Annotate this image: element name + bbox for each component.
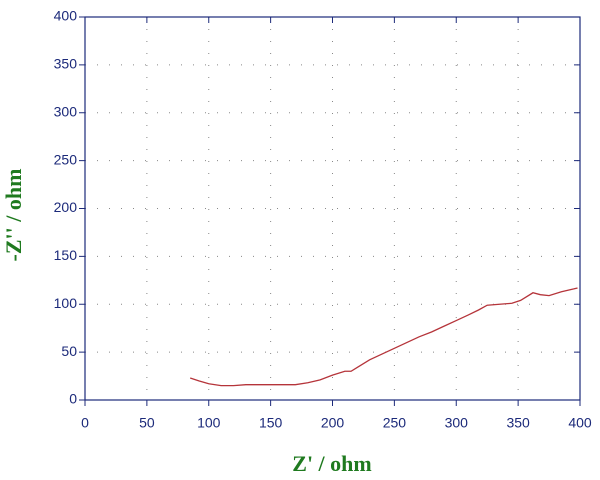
y-tick-label: 150 — [54, 247, 78, 263]
data-line — [189, 287, 578, 387]
y-tick-label: 400 — [54, 8, 78, 24]
plot-frame — [84, 16, 581, 401]
x-tick-label: 300 — [445, 415, 469, 431]
y-axis-title: -Z'' / ohm — [1, 169, 26, 262]
x-tick-label: 350 — [506, 415, 530, 431]
y-tick-label: 50 — [61, 343, 77, 359]
x-tick-label: 150 — [259, 415, 283, 431]
y-tick-label: 200 — [54, 199, 78, 215]
x-axis-title: Z' / ohm — [292, 451, 371, 476]
x-tick-label: 0 — [81, 415, 89, 431]
x-tick-label: 400 — [568, 415, 592, 431]
y-tick-label: 100 — [54, 295, 78, 311]
y-tick-label: 350 — [54, 56, 78, 72]
x-tick-label: 200 — [321, 415, 345, 431]
x-tick-label: 250 — [383, 415, 407, 431]
y-tick-label: 0 — [69, 391, 77, 407]
y-tick-label: 300 — [54, 103, 78, 119]
x-tick-label: 50 — [139, 415, 155, 431]
y-tick-label: 250 — [54, 151, 78, 167]
x-tick-label: 100 — [197, 415, 221, 431]
